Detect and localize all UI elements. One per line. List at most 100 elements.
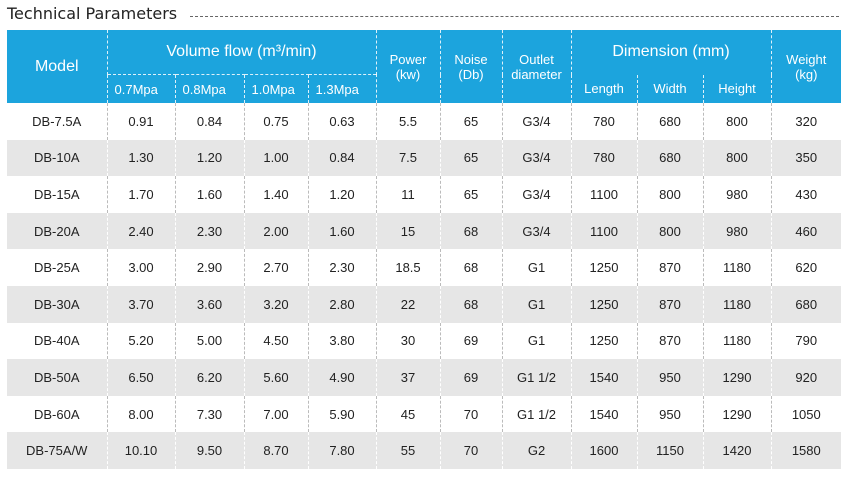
cell-outlet: G1 xyxy=(501,249,571,286)
cell-flow-1-0: 2.70 xyxy=(243,249,308,286)
cell-width: 680 xyxy=(636,103,703,140)
cell-flow-0-8: 3.60 xyxy=(174,285,244,323)
cell-outlet: G1 1/2 xyxy=(501,395,571,433)
cell-flow-1-3: 5.90 xyxy=(307,395,376,433)
cell-flow-1-0: 1.40 xyxy=(243,176,308,213)
cell-flow-1-0: 1.00 xyxy=(243,139,308,177)
header-pressure-0-8: 0.8Mpa xyxy=(174,74,244,103)
table-row: DB-75A/W 10.10 9.50 8.70 7.80 55 70 G2 1600 1150 1… xyxy=(7,432,842,469)
cell-length: 1100 xyxy=(570,176,637,213)
cell-model: DB-20A xyxy=(7,212,107,250)
header-power-label: Power xyxy=(389,51,427,67)
cell-outlet: G1 1/2 xyxy=(501,359,571,396)
header-volume-flow: Volume flow (m³/min) xyxy=(106,30,376,75)
cell-power: 22 xyxy=(375,285,440,323)
cell-flow-0-7: 2.40 xyxy=(106,212,175,250)
cell-flow-1-3: 0.63 xyxy=(307,103,376,140)
cell-noise: 69 xyxy=(439,359,502,396)
cell-power: 45 xyxy=(375,395,440,433)
cell-length: 1540 xyxy=(570,395,637,433)
cell-model: DB-7.5A xyxy=(32,113,82,129)
cell-length: 1250 xyxy=(570,322,637,360)
cell-outlet: G3/4 xyxy=(501,139,571,177)
cell-height: 1290 xyxy=(702,359,772,396)
cell-height: 800 xyxy=(702,139,772,177)
header-outlet: Outlet diameter xyxy=(501,30,571,103)
cell-outlet: G3/4 xyxy=(501,176,571,213)
table-row: DB-50A 6.50 6.20 5.60 4.90 37 69 G1 1/2 1540 950 1… xyxy=(7,359,842,396)
cell-flow-0-8: 1.20 xyxy=(174,139,244,177)
cell-power: 5.5 xyxy=(375,103,440,140)
cell-length: 1540 xyxy=(570,359,637,396)
header-noise: Noise (Db) xyxy=(439,30,502,103)
cell-flow-1-3: 0.84 xyxy=(307,139,376,177)
header-width: Width xyxy=(636,74,703,103)
cell-model: DB-60A xyxy=(33,406,80,422)
cell-model: DB-50A xyxy=(7,359,107,396)
cell-length: 1100 xyxy=(570,212,637,250)
cell-weight: 1050 xyxy=(770,395,842,433)
cell-model: DB-25A xyxy=(33,260,80,276)
header-noise-label: Noise xyxy=(454,51,488,67)
cell-power: 30 xyxy=(375,322,440,360)
cell-width: 1150 xyxy=(636,432,703,469)
cell-outlet: G3/4 xyxy=(501,103,571,140)
cell-flow-0-7: 8.00 xyxy=(106,395,175,433)
cell-weight: 350 xyxy=(770,139,842,177)
cell-outlet: G2 xyxy=(501,432,571,469)
cell-length: 780 xyxy=(570,103,637,140)
cell-height: 1180 xyxy=(702,249,772,286)
technical-parameters-table: Model Volume flow (m³/min) Power (kw) No… xyxy=(7,30,842,469)
cell-length: 1250 xyxy=(570,285,637,323)
cell-flow-1-0: 5.60 xyxy=(243,359,308,396)
cell-flow-1-0: 4.50 xyxy=(243,322,308,360)
cell-flow-1-0: 2.00 xyxy=(243,212,308,250)
cell-length: 1250 xyxy=(570,249,637,286)
cell-noise: 70 xyxy=(439,432,502,469)
header-outlet-unit: diameter xyxy=(511,66,562,82)
cell-outlet: G1 xyxy=(501,285,571,323)
cell-noise: 68 xyxy=(439,285,502,323)
cell-weight: 680 xyxy=(770,285,842,323)
cell-noise: 70 xyxy=(439,395,502,433)
cell-flow-1-3: 1.20 xyxy=(307,176,376,213)
cell-flow-0-7: 1.70 xyxy=(106,176,175,213)
cell-width: 800 xyxy=(636,212,703,250)
cell-flow-1-0: 8.70 xyxy=(243,432,308,469)
cell-model: DB-15A xyxy=(33,186,80,202)
cell-height: 1290 xyxy=(702,395,772,433)
cell-flow-0-8: 1.60 xyxy=(174,176,244,213)
table-row: DB-15A 1.70 1.60 1.40 1.20 11 65 G3/4 1100 800 980… xyxy=(7,176,842,213)
cell-flow-1-0: 7.00 xyxy=(243,395,308,433)
cell-model: DB-40A xyxy=(33,333,80,349)
cell-power: 55 xyxy=(375,432,440,469)
cell-flow-0-7: 3.00 xyxy=(106,249,175,286)
cell-height: 980 xyxy=(702,212,772,250)
cell-power: 18.5 xyxy=(375,249,440,286)
cell-width: 680 xyxy=(636,139,703,177)
cell-weight: 320 xyxy=(770,103,842,140)
header-weight-label: Weight xyxy=(786,51,827,67)
cell-flow-0-7: 10.10 xyxy=(106,432,175,469)
cell-width: 950 xyxy=(636,395,703,433)
cell-flow-0-8: 0.84 xyxy=(174,103,244,140)
cell-weight: 1580 xyxy=(770,432,842,469)
cell-flow-1-3: 1.60 xyxy=(307,212,376,250)
cell-weight: 430 xyxy=(770,176,842,213)
header-weight: Weight (kg) xyxy=(770,30,842,103)
header-noise-unit: (Db) xyxy=(458,66,484,82)
cell-length: 1600 xyxy=(570,432,637,469)
table-body: DB-7.5A 0.91 0.84 0.75 0.63 5.5 65 G3/4 780 680 80… xyxy=(7,103,842,469)
header-pressure-0-7: 0.7Mpa xyxy=(106,74,175,103)
cell-flow-1-3: 2.30 xyxy=(307,249,376,286)
cell-flow-0-8: 6.20 xyxy=(174,359,244,396)
table-row: DB-60A 8.00 7.30 7.00 5.90 45 70 G1 1/2 1540 950 1… xyxy=(7,395,842,433)
cell-flow-0-7: 6.50 xyxy=(106,359,175,396)
cell-weight: 790 xyxy=(770,322,842,360)
cell-flow-1-0: 0.75 xyxy=(243,103,308,140)
cell-width: 950 xyxy=(636,359,703,396)
cell-power: 7.5 xyxy=(375,139,440,177)
cell-height: 1180 xyxy=(702,322,772,360)
cell-noise: 69 xyxy=(439,322,502,360)
cell-width: 800 xyxy=(636,176,703,213)
